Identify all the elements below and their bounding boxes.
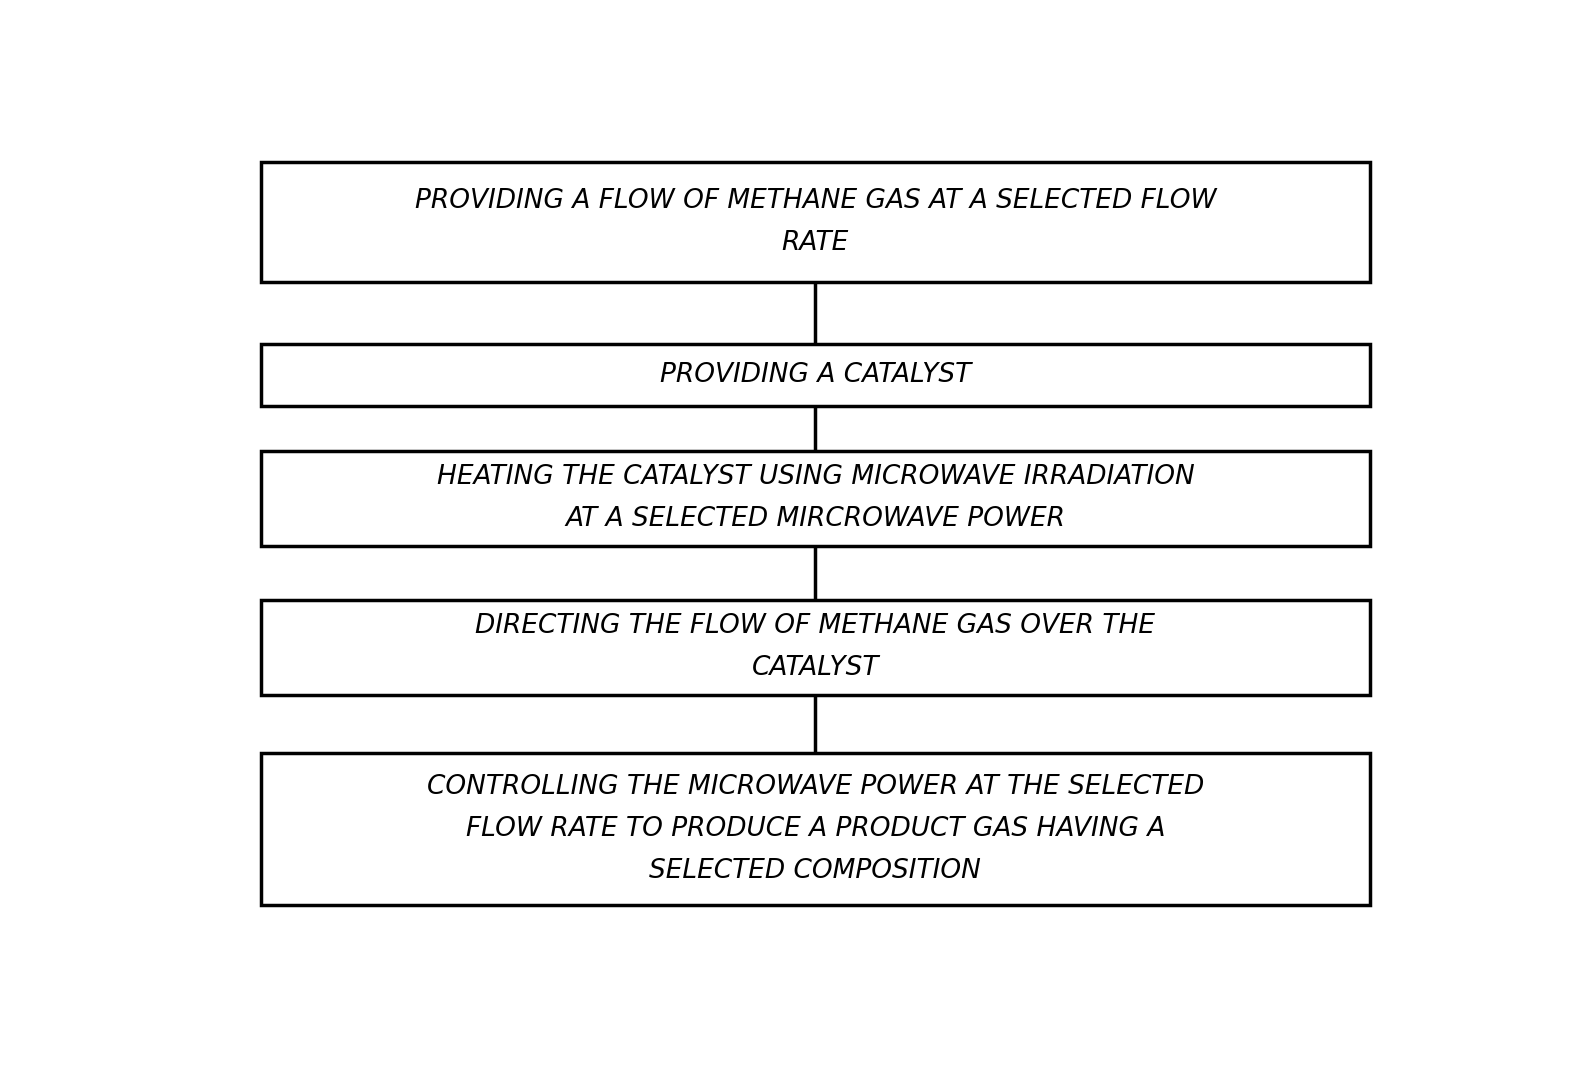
Text: PROVIDING A FLOW OF METHANE GAS AT A SELECTED FLOW
RATE: PROVIDING A FLOW OF METHANE GAS AT A SEL… (415, 188, 1216, 255)
Text: HEATING THE CATALYST USING MICROWAVE IRRADIATION
AT A SELECTED MIRCROWAVE POWER: HEATING THE CATALYST USING MICROWAVE IRR… (436, 465, 1195, 532)
FancyBboxPatch shape (261, 451, 1370, 546)
Text: DIRECTING THE FLOW OF METHANE GAS OVER THE
CATALYST: DIRECTING THE FLOW OF METHANE GAS OVER T… (476, 613, 1155, 681)
FancyBboxPatch shape (261, 752, 1370, 906)
FancyBboxPatch shape (261, 600, 1370, 694)
FancyBboxPatch shape (261, 343, 1370, 406)
Text: PROVIDING A CATALYST: PROVIDING A CATALYST (660, 362, 971, 387)
FancyBboxPatch shape (261, 162, 1370, 281)
Text: CONTROLLING THE MICROWAVE POWER AT THE SELECTED
FLOW RATE TO PRODUCE A PRODUCT G: CONTROLLING THE MICROWAVE POWER AT THE S… (426, 774, 1204, 884)
